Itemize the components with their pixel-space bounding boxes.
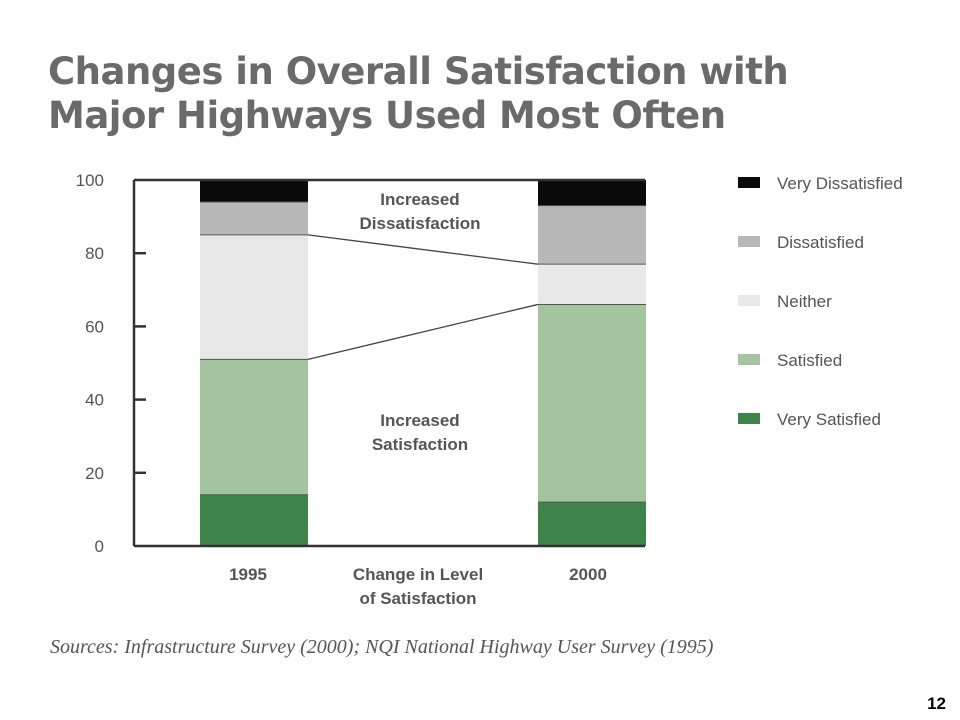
page-number: 12 bbox=[927, 694, 946, 713]
legend-swatch-very-satisfied bbox=[738, 413, 760, 424]
x-tick-label: 2000 bbox=[569, 565, 607, 584]
legend-label-satisfied: Satisfied bbox=[777, 351, 842, 370]
bar-neither-2000 bbox=[538, 264, 646, 305]
bar-satisfied-2000 bbox=[538, 304, 646, 503]
legend-swatch-very-dissatisfied bbox=[738, 177, 760, 188]
x-axis-label: of Satisfaction bbox=[359, 589, 476, 608]
x-tick-label: 1995 bbox=[229, 565, 267, 584]
bar-dissatisfied-1995 bbox=[200, 201, 308, 235]
y-tick-label: 20 bbox=[85, 464, 104, 483]
y-tick-label: 40 bbox=[85, 391, 104, 410]
bar-dissatisfied-2000 bbox=[538, 205, 646, 265]
legend-swatch-satisfied bbox=[738, 354, 760, 365]
bar-satisfied-1995 bbox=[200, 359, 308, 495]
legend-label-neither: Neither bbox=[777, 292, 832, 311]
y-tick-label: 60 bbox=[85, 317, 104, 336]
annotation-increased-satisfaction: Satisfaction bbox=[372, 435, 468, 454]
y-tick-label: 80 bbox=[85, 244, 104, 263]
bar-very-satisfied-1995 bbox=[200, 494, 308, 546]
y-tick-label: 0 bbox=[95, 537, 104, 556]
legend-label-very-dissatisfied: Very Dissatisfied bbox=[777, 174, 903, 193]
chart-title: Changes in Overall Satisfaction with Maj… bbox=[48, 50, 789, 137]
legend-label-very-satisfied: Very Satisfied bbox=[777, 410, 881, 429]
annotation-increased-satisfaction: Increased bbox=[380, 411, 459, 430]
connector-line bbox=[307, 303, 539, 360]
bar-very-dissatisfied-2000 bbox=[538, 180, 646, 206]
annotation-increased-dissatisfaction: Increased bbox=[380, 190, 459, 209]
annotation-increased-dissatisfaction: Dissatisfaction bbox=[360, 214, 481, 233]
legend-swatch-neither bbox=[738, 295, 760, 306]
legend-label-dissatisfied: Dissatisfied bbox=[777, 233, 864, 252]
y-tick-label: 100 bbox=[76, 171, 104, 190]
x-axis-label: Change in Level bbox=[353, 565, 483, 584]
bar-neither-1995 bbox=[200, 234, 308, 360]
bar-very-dissatisfied-1995 bbox=[200, 180, 308, 202]
connector-line bbox=[307, 234, 539, 265]
bar-very-satisfied-2000 bbox=[538, 502, 646, 546]
legend-swatch-dissatisfied bbox=[738, 236, 760, 247]
source-note: Sources: Infrastructure Survey (2000); N… bbox=[50, 636, 714, 658]
